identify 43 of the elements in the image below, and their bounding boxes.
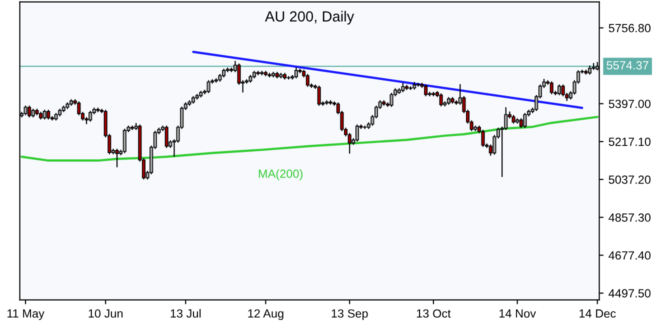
- candlestick: [401, 82, 405, 93]
- y-tick-label: 5397.00: [608, 100, 651, 108]
- candlestick: [306, 73, 310, 88]
- candlestick: [24, 105, 28, 116]
- candlestick: [42, 109, 46, 120]
- candlestick: [206, 80, 210, 94]
- candlestick: [115, 148, 119, 168]
- x-tick-label: 14 Nov: [500, 309, 536, 318]
- candlestick: [481, 129, 485, 148]
- candlestick: [424, 84, 428, 97]
- candlestick: [557, 84, 562, 96]
- x-tick-label: 13 Sep: [332, 309, 368, 320]
- x-tick-label: 11 May: [8, 309, 44, 320]
- candlestick: [294, 66, 298, 79]
- y-tick-label: 4857.30: [608, 213, 651, 222]
- x-tick-label: 10 Jun: [88, 309, 123, 318]
- candlestick: [519, 118, 523, 128]
- candlestick: [122, 128, 126, 154]
- x-tick-label: 14 Dec: [580, 309, 616, 318]
- y-tick-label: 5217.10: [608, 138, 651, 146]
- x-tick-label: 13 Oct: [416, 309, 451, 318]
- ref-line-label: 5574.37: [606, 61, 648, 70]
- candlestick: [523, 112, 527, 128]
- y-tick-label: 4677.40: [608, 251, 651, 260]
- annotation: MA(200): [258, 169, 302, 180]
- candlestick: [561, 84, 565, 97]
- candlestick: [317, 85, 321, 106]
- text: AU 200, Daily: [264, 10, 354, 24]
- candlestick: [588, 65, 592, 76]
- y-tick-label: 4497.50: [608, 289, 651, 298]
- candlestick: [550, 80, 554, 95]
- candlestick: [28, 105, 32, 118]
- y-tick-label: 5037.20: [608, 175, 651, 184]
- line-series: [20, 116, 598, 162]
- candlestick: [46, 109, 50, 120]
- candlestick: [164, 125, 168, 148]
- candlestick: [390, 92, 394, 108]
- x-tick-label: 13 Jul: [170, 309, 201, 318]
- candlestick: [355, 124, 359, 142]
- candlestick: [439, 92, 443, 107]
- y-tick-label: 5756.80: [608, 24, 651, 32]
- x-tick-label: 12 Aug: [248, 309, 284, 320]
- candlestick: [88, 110, 92, 122]
